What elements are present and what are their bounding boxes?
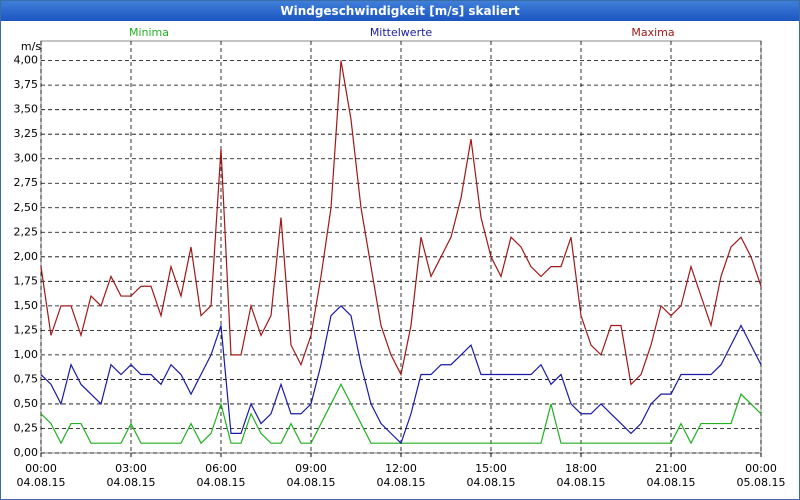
y-tick-label: 3,25	[14, 127, 39, 140]
y-tick-label: 0,50	[14, 397, 39, 410]
y-tick-label: 2,50	[14, 201, 39, 214]
x-tick-label: 00:00 04.08.15	[17, 462, 66, 489]
legend-label: Minima	[129, 26, 169, 39]
x-tick-label: 15:00 04.08.15	[467, 462, 516, 489]
y-tick-label: 3,75	[14, 78, 39, 91]
legend-label: Mittelwerte	[370, 26, 433, 39]
series-line	[40, 305, 762, 445]
x-tick-label: 03:00 04.08.15	[107, 462, 156, 489]
y-tick-label: 2,75	[14, 176, 39, 189]
y-tick-label: 3,00	[14, 152, 39, 165]
y-tick-label: 3,50	[14, 103, 39, 116]
x-tick-label: 21:00 04.08.15	[647, 462, 696, 489]
series-line	[40, 60, 762, 386]
chart: m/s 0,00 0,25 0,50 0,75 1,00 1,25 1,50 1,75 2,00…	[14, 26, 786, 489]
y-tick-label: 1,00	[14, 348, 39, 361]
y-tick-label: 2,25	[14, 225, 39, 238]
x-tick-label: 00:00 05.08.15	[737, 462, 786, 489]
legend-label: Maxima	[631, 26, 674, 39]
y-tick-label: 2,00	[14, 250, 39, 263]
x-tick-label: 18:00 04.08.15	[557, 462, 606, 489]
title-bar: Windgeschwindigkeit [m/s] skaliert	[1, 1, 799, 21]
y-tick-label: 4,00	[14, 54, 39, 67]
x-tick-label: 06:00 04.08.15	[197, 462, 246, 489]
y-tick-label: 1,25	[14, 323, 39, 336]
y-tick-label: 0,00	[14, 446, 39, 459]
y-tick-label: 1,50	[14, 299, 39, 312]
y-axis-label: m/s	[21, 40, 41, 53]
x-tick-label: 09:00 04.08.15	[287, 462, 336, 489]
y-tick-label: 0,75	[14, 372, 39, 385]
x-tick-label: 12:00 04.08.15	[377, 462, 426, 489]
y-tick-label: 0,25	[14, 421, 39, 434]
y-tick-label: 1,75	[14, 274, 39, 287]
